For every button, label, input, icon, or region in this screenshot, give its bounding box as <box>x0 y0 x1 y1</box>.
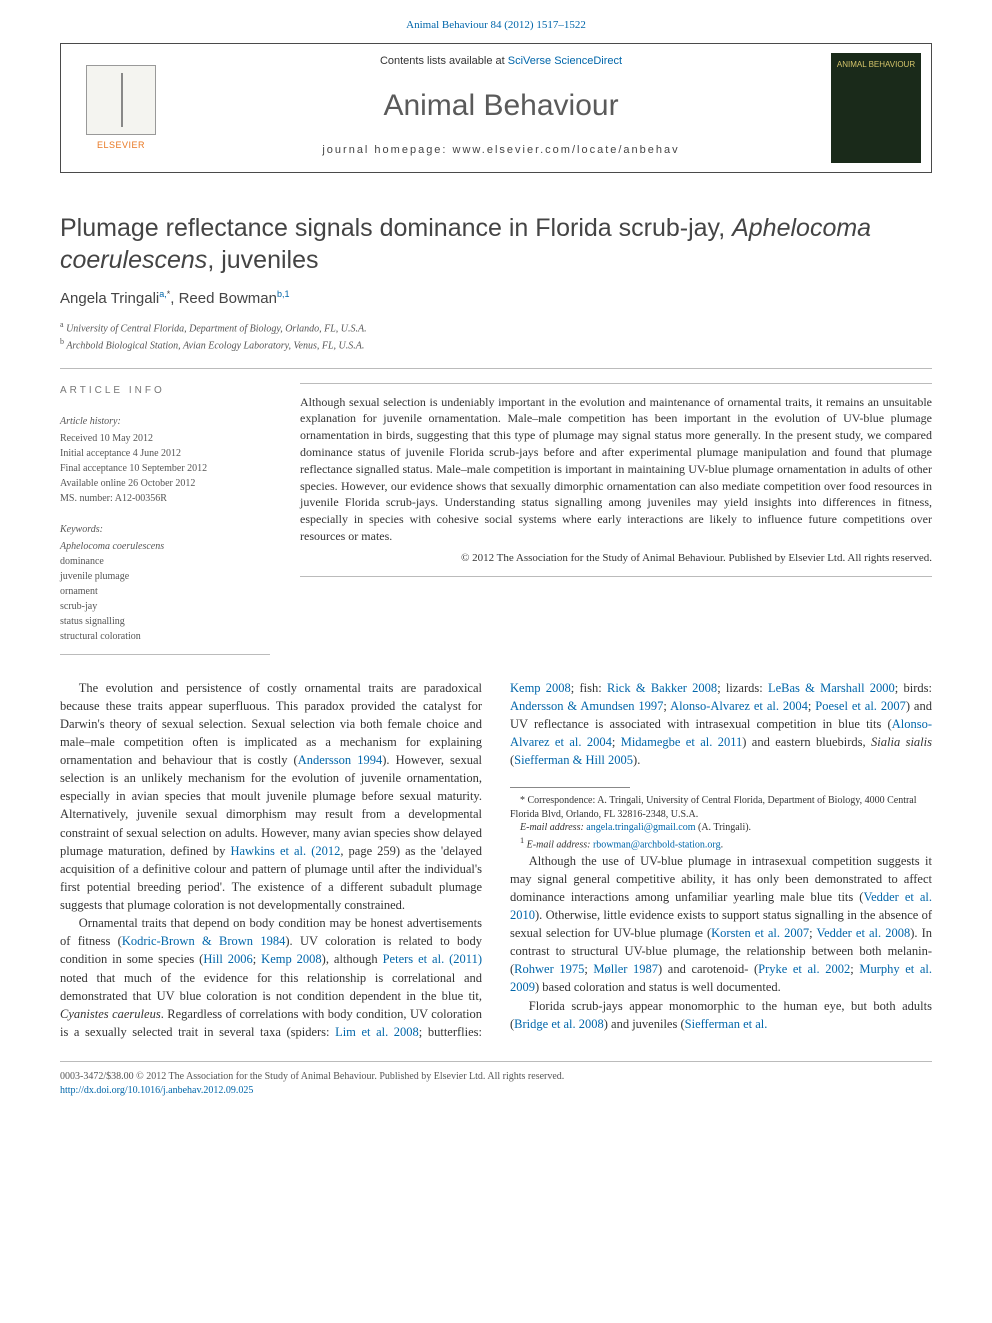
history-label: Article history: <box>60 414 270 429</box>
cover-thumbnail-block: ANIMAL BEHAVIOUR <box>821 44 931 172</box>
header-citation: Animal Behaviour 84 (2012) 1517–1522 <box>0 0 992 43</box>
history-received: Received 10 May 2012 <box>60 431 270 446</box>
divider-top <box>60 368 932 369</box>
article-history-block: Article history: Received 10 May 2012 In… <box>60 414 270 506</box>
author-2-name: , Reed Bowman <box>170 290 277 307</box>
ref-link[interactable]: LeBas & Marshall 2000 <box>768 681 895 695</box>
history-initial: Initial acceptance 4 June 2012 <box>60 446 270 461</box>
ref-link[interactable]: Rohwer 1975 <box>514 962 584 976</box>
ref-link[interactable]: Bridge et al. 2008 <box>514 1017 604 1031</box>
homepage-prefix: journal homepage: <box>322 144 452 156</box>
footnote-rule <box>510 787 630 788</box>
journal-homepage-line: journal homepage: www.elsevier.com/locat… <box>322 143 679 158</box>
keyword-item: ornament <box>60 584 270 599</box>
footnote-email-2: 1 E-mail address: rbowman@archbold-stati… <box>510 835 932 852</box>
ref-link[interactable]: Poesel et al. 2007 <box>815 699 906 713</box>
abstract-copyright: © 2012 The Association for the Study of … <box>300 551 932 566</box>
ref-link[interactable]: Siefferman & Hill 2005 <box>514 753 633 767</box>
ref-link[interactable]: Kemp 2008 <box>510 681 571 695</box>
ref-link[interactable]: Siefferman et al. <box>685 1017 768 1031</box>
keywords-block: Keywords: Aphelocoma coerulescens domina… <box>60 522 270 644</box>
sciencedirect-link[interactable]: SciVerse ScienceDirect <box>508 55 622 67</box>
ref-link[interactable]: Alonso-Alvarez et al. 2004 <box>670 699 808 713</box>
keyword-item: juvenile plumage <box>60 569 270 584</box>
history-final: Final acceptance 10 September 2012 <box>60 461 270 476</box>
ref-link[interactable]: Møller 1987 <box>593 962 658 976</box>
keyword-item: status signalling <box>60 614 270 629</box>
title-post: , juveniles <box>207 246 318 274</box>
history-online: Available online 26 October 2012 <box>60 476 270 491</box>
author-1-affil-link[interactable]: a, <box>159 289 167 299</box>
ref-link[interactable]: Kemp 2008 <box>261 952 322 966</box>
keyword-item: dominance <box>60 554 270 569</box>
ref-link[interactable]: Peters et al. (2011) <box>383 952 482 966</box>
article-title: Plumage reflectance signals dominance in… <box>60 213 932 276</box>
ref-link[interactable]: Andersson & Amundsen 1997 <box>510 699 663 713</box>
body-paragraph-4: Florida scrub-jays appear monomorphic to… <box>510 997 932 1033</box>
publisher-name: ELSEVIER <box>97 139 145 152</box>
author-2-affil-link[interactable]: b,1 <box>277 289 290 299</box>
short-divider <box>60 654 270 655</box>
ref-link[interactable]: Hawkins et al. (2012 <box>230 844 340 858</box>
history-ms: MS. number: A12-00356R <box>60 491 270 506</box>
keyword-item: Aphelocoma coerulescens <box>60 539 270 554</box>
author-1-name: Angela Tringali <box>60 290 159 307</box>
title-pre: Plumage reflectance signals dominance in… <box>60 214 732 242</box>
email-link[interactable]: angela.tringali@gmail.com <box>586 822 695 833</box>
doi-link[interactable]: http://dx.doi.org/10.1016/j.anbehav.2012… <box>60 1085 253 1096</box>
ref-link[interactable]: Midamegbe et al. 2011 <box>621 735 743 749</box>
ref-link[interactable]: Rick & Bakker 2008 <box>607 681 717 695</box>
ref-link[interactable]: Vedder et al. 2008 <box>816 926 910 940</box>
journal-cover-icon: ANIMAL BEHAVIOUR <box>831 53 921 163</box>
elsevier-tree-icon <box>86 65 156 135</box>
article-info-label: ARTICLE INFO <box>60 383 270 398</box>
ref-link[interactable]: Korsten et al. 2007 <box>711 926 809 940</box>
ref-link[interactable]: Andersson 1994 <box>298 753 383 767</box>
banner-center: Contents lists available at SciVerse Sci… <box>181 44 821 172</box>
ref-link[interactable]: Kodric-Brown & Brown 1984 <box>122 934 286 948</box>
ref-link[interactable]: Pryke et al. 2002 <box>758 962 850 976</box>
keyword-item: scrub-jay <box>60 599 270 614</box>
body-paragraph-1: The evolution and persistence of costly … <box>60 679 482 915</box>
footnotes-block: * Correspondence: A. Tringali, Universit… <box>510 787 932 851</box>
article-info-column: ARTICLE INFO Article history: Received 1… <box>60 383 270 644</box>
authors-line: Angela Tringalia,*, Reed Bowmanb,1 <box>60 288 932 309</box>
journal-banner: ELSEVIER Contents lists available at Sci… <box>60 43 932 173</box>
affiliations-block: a University of Central Florida, Departm… <box>60 319 932 354</box>
journal-name: Animal Behaviour <box>383 85 618 127</box>
keywords-label: Keywords: <box>60 522 270 537</box>
email-link[interactable]: rbowman@archbold-station.org <box>593 839 721 850</box>
footnote-email-1: E-mail address: angela.tringali@gmail.co… <box>510 821 932 835</box>
abstract-text: Although sexual selection is undeniably … <box>300 394 932 545</box>
footnote-correspondence: * Correspondence: A. Tringali, Universit… <box>510 794 932 821</box>
homepage-url: www.elsevier.com/locate/anbehav <box>453 144 680 156</box>
affiliation-a: a University of Central Florida, Departm… <box>60 319 932 336</box>
body-text: The evolution and persistence of costly … <box>60 679 932 1042</box>
citation-link[interactable]: Animal Behaviour 84 (2012) 1517–1522 <box>406 19 586 31</box>
ref-link[interactable]: Hill 2006 <box>203 952 252 966</box>
keyword-item: structural coloration <box>60 629 270 644</box>
body-paragraph-3: Although the use of UV-blue plumage in i… <box>510 852 932 997</box>
affiliation-b: b Archbold Biological Station, Avian Eco… <box>60 336 932 353</box>
footer-copyright: 0003-3472/$38.00 © 2012 The Association … <box>60 1070 932 1084</box>
contents-prefix: Contents lists available at <box>380 55 508 67</box>
contents-available-line: Contents lists available at SciVerse Sci… <box>380 54 622 69</box>
publisher-block: ELSEVIER <box>61 44 181 172</box>
page-footer: 0003-3472/$38.00 © 2012 The Association … <box>60 1061 932 1098</box>
abstract-column: Although sexual selection is undeniably … <box>300 383 932 644</box>
ref-link[interactable]: Lim et al. 2008 <box>335 1025 419 1039</box>
